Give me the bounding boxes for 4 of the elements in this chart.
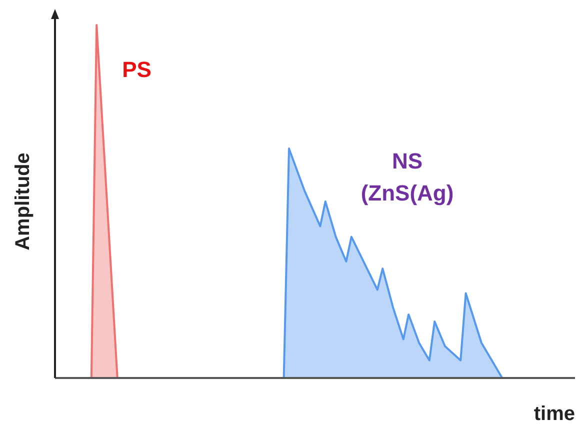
series-label: PS <box>122 57 152 82</box>
y-axis-title: Amplitude <box>12 152 34 250</box>
x-axis-title: time <box>534 403 575 424</box>
series-label: NS (ZnS(Ag) <box>360 148 454 206</box>
